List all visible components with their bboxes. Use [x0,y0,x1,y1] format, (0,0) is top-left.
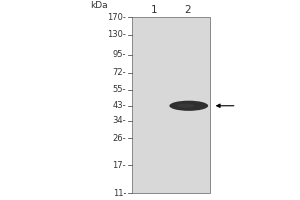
Text: 43-: 43- [112,101,126,110]
Text: 130-: 130- [107,30,126,39]
Text: 55-: 55- [112,85,126,94]
Text: 170-: 170- [107,13,126,22]
Text: 95-: 95- [112,50,126,59]
Text: 34-: 34- [112,116,126,125]
Text: 1: 1 [151,5,157,15]
Text: kDa: kDa [90,1,108,10]
Text: 72-: 72- [112,68,126,77]
Bar [132,17,210,193]
Ellipse shape [169,101,208,111]
Text: 17-: 17- [112,161,126,170]
Text: 2: 2 [185,5,191,15]
Text: 11-: 11- [112,189,126,198]
Ellipse shape [177,104,194,108]
Text: 26-: 26- [112,134,126,143]
